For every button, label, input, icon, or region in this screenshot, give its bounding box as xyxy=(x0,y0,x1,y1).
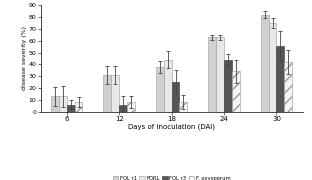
Bar xyxy=(75,102,82,112)
Bar xyxy=(51,96,59,112)
Bar xyxy=(179,102,187,112)
Bar xyxy=(216,37,224,112)
Bar xyxy=(172,82,179,112)
Bar xyxy=(119,105,127,112)
Bar xyxy=(269,23,276,112)
Bar xyxy=(224,60,232,112)
Bar xyxy=(164,60,172,112)
Bar xyxy=(156,67,164,112)
Bar xyxy=(284,62,292,112)
Bar xyxy=(232,71,240,112)
Bar xyxy=(208,37,216,112)
X-axis label: Days of Inoculation (DAI): Days of Inoculation (DAI) xyxy=(128,123,215,130)
Bar xyxy=(276,46,284,112)
Bar xyxy=(261,15,269,112)
Bar xyxy=(59,96,67,112)
Legend: FOL r1, FORL, FOL r3, F. oxysporum: FOL r1, FORL, FOL r3, F. oxysporum xyxy=(113,176,231,180)
Bar xyxy=(104,75,111,112)
Bar xyxy=(111,75,119,112)
Y-axis label: disease severity (%): disease severity (%) xyxy=(22,26,27,91)
Bar xyxy=(67,105,75,112)
Bar xyxy=(127,102,135,112)
